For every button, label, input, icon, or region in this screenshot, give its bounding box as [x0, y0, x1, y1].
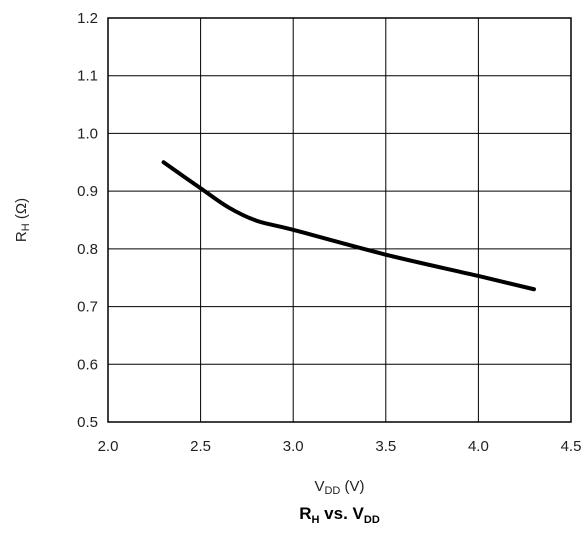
y-tick-label: 0.5	[77, 414, 98, 431]
chart-title-mid: vs. V	[319, 504, 364, 523]
y-tick-label: 1.2	[77, 10, 98, 27]
x-axis-label-main: V	[314, 478, 324, 495]
x-axis-label-unit: (V)	[340, 478, 364, 495]
y-tick-label: 1.0	[77, 125, 98, 142]
chart-title-subscript-2: DD	[364, 514, 380, 526]
grid	[107, 17, 572, 423]
x-tick-labels: 2.0 2.5 3.0 3.5 4.0 4.5	[98, 438, 582, 455]
chart-title: RH vs. VDD	[299, 504, 380, 526]
x-tick-label: 2.0	[98, 438, 119, 455]
y-tick-label: 0.8	[77, 241, 98, 258]
x-tick-label: 3.5	[375, 438, 396, 455]
chart-title-main: R	[299, 504, 311, 523]
y-tick-labels: 0.5 0.6 0.7 0.8 0.9 1.0 1.1 1.2	[77, 10, 98, 431]
x-tick-label: 4.5	[561, 438, 582, 455]
y-tick-label: 1.1	[77, 68, 98, 85]
y-tick-label: 0.6	[77, 356, 98, 373]
series-line	[161, 160, 536, 292]
x-axis-label: VDD (V)	[314, 478, 364, 497]
y-axis-label-subscript: H	[20, 223, 32, 231]
plot-area	[107, 17, 572, 423]
y-axis-label: RH (Ω)	[13, 198, 32, 242]
y-axis-label-unit: (Ω)	[13, 198, 30, 223]
x-axis-label-subscript: DD	[324, 485, 340, 497]
x-tick-label: 2.5	[190, 438, 211, 455]
chart-title-subscript-1: H	[312, 514, 320, 526]
x-tick-label: 4.0	[468, 438, 489, 455]
y-tick-label: 0.9	[77, 183, 98, 200]
y-tick-label: 0.7	[77, 299, 98, 316]
y-axis-label-main: R	[13, 231, 30, 242]
x-tick-label: 3.0	[283, 438, 304, 455]
